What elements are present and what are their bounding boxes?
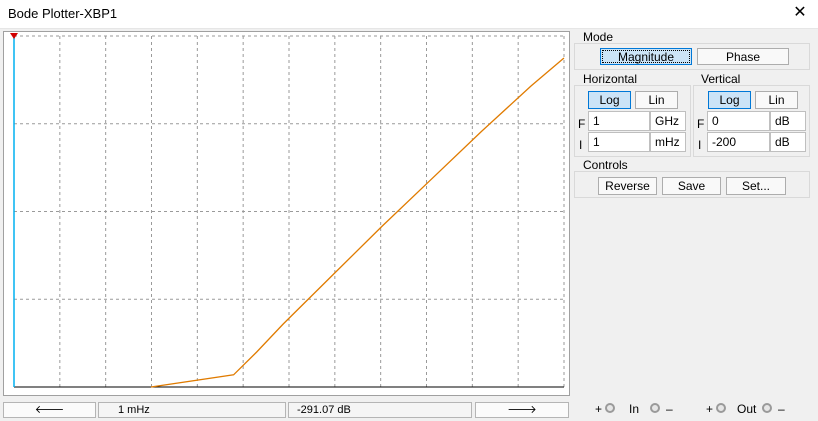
- set-button[interactable]: Set...: [726, 177, 786, 195]
- mode-label: Mode: [583, 30, 614, 44]
- cursor-right-button[interactable]: 🡒: [475, 402, 569, 418]
- horizontal-initial-prefix: I: [579, 138, 583, 152]
- phase-button[interactable]: Phase: [697, 48, 789, 65]
- vertical-final-prefix: F: [697, 117, 705, 131]
- vertical-log-button[interactable]: Log: [708, 91, 751, 109]
- horizontal-final-value-field[interactable]: 1: [588, 111, 650, 131]
- horizontal-final-unit-field[interactable]: GHz: [650, 111, 686, 131]
- window-title: Bode Plotter-XBP1: [8, 6, 118, 21]
- out-plus-terminal[interactable]: [716, 403, 726, 413]
- horizontal-frame: [574, 85, 691, 157]
- cursor-marker: [10, 33, 18, 39]
- vertical-final-value-field[interactable]: 0: [707, 111, 770, 131]
- bode-plot-svg: [10, 33, 565, 388]
- out-plus-label: +: [706, 402, 714, 416]
- title-bar: Bode Plotter-XBP1 ✕: [0, 0, 818, 29]
- out-label: Out: [737, 402, 757, 416]
- magnitude-trace: [150, 57, 565, 388]
- in-minus-label: –: [666, 402, 673, 416]
- magnitude-button[interactable]: Magnitude: [600, 48, 692, 65]
- horizontal-initial-unit-field[interactable]: mHz: [650, 132, 686, 152]
- horizontal-lin-button[interactable]: Lin: [635, 91, 678, 109]
- vertical-final-unit-field[interactable]: dB: [770, 111, 806, 131]
- in-plus-terminal[interactable]: [605, 403, 615, 413]
- out-minus-label: –: [778, 402, 785, 416]
- reverse-button[interactable]: Reverse: [598, 177, 657, 195]
- controls-frame: [574, 171, 810, 198]
- bode-plot-area[interactable]: [3, 31, 570, 396]
- horizontal-label: Horizontal: [583, 72, 638, 86]
- vertical-initial-value-field[interactable]: -200: [707, 132, 770, 152]
- in-label: In: [629, 402, 640, 416]
- in-plus-label: +: [595, 402, 603, 416]
- controls-label: Controls: [583, 158, 628, 172]
- vertical-initial-prefix: I: [698, 138, 702, 152]
- close-icon[interactable]: ✕: [793, 4, 807, 21]
- horizontal-final-prefix: F: [578, 117, 586, 131]
- vertical-lin-button[interactable]: Lin: [755, 91, 798, 109]
- out-minus-terminal[interactable]: [762, 403, 772, 413]
- horizontal-log-button[interactable]: Log: [588, 91, 631, 109]
- cursor-left-button[interactable]: 🡐: [3, 402, 96, 418]
- frequency-readout: 1 mHz: [98, 402, 286, 418]
- vertical-frame: [693, 85, 810, 157]
- vertical-label: Vertical: [701, 72, 741, 86]
- value-readout: -291.07 dB: [288, 402, 472, 418]
- in-minus-terminal[interactable]: [650, 403, 660, 413]
- vertical-initial-unit-field[interactable]: dB: [770, 132, 806, 152]
- save-button[interactable]: Save: [662, 177, 721, 195]
- horizontal-initial-value-field[interactable]: 1: [588, 132, 650, 152]
- mode-frame: [574, 43, 810, 70]
